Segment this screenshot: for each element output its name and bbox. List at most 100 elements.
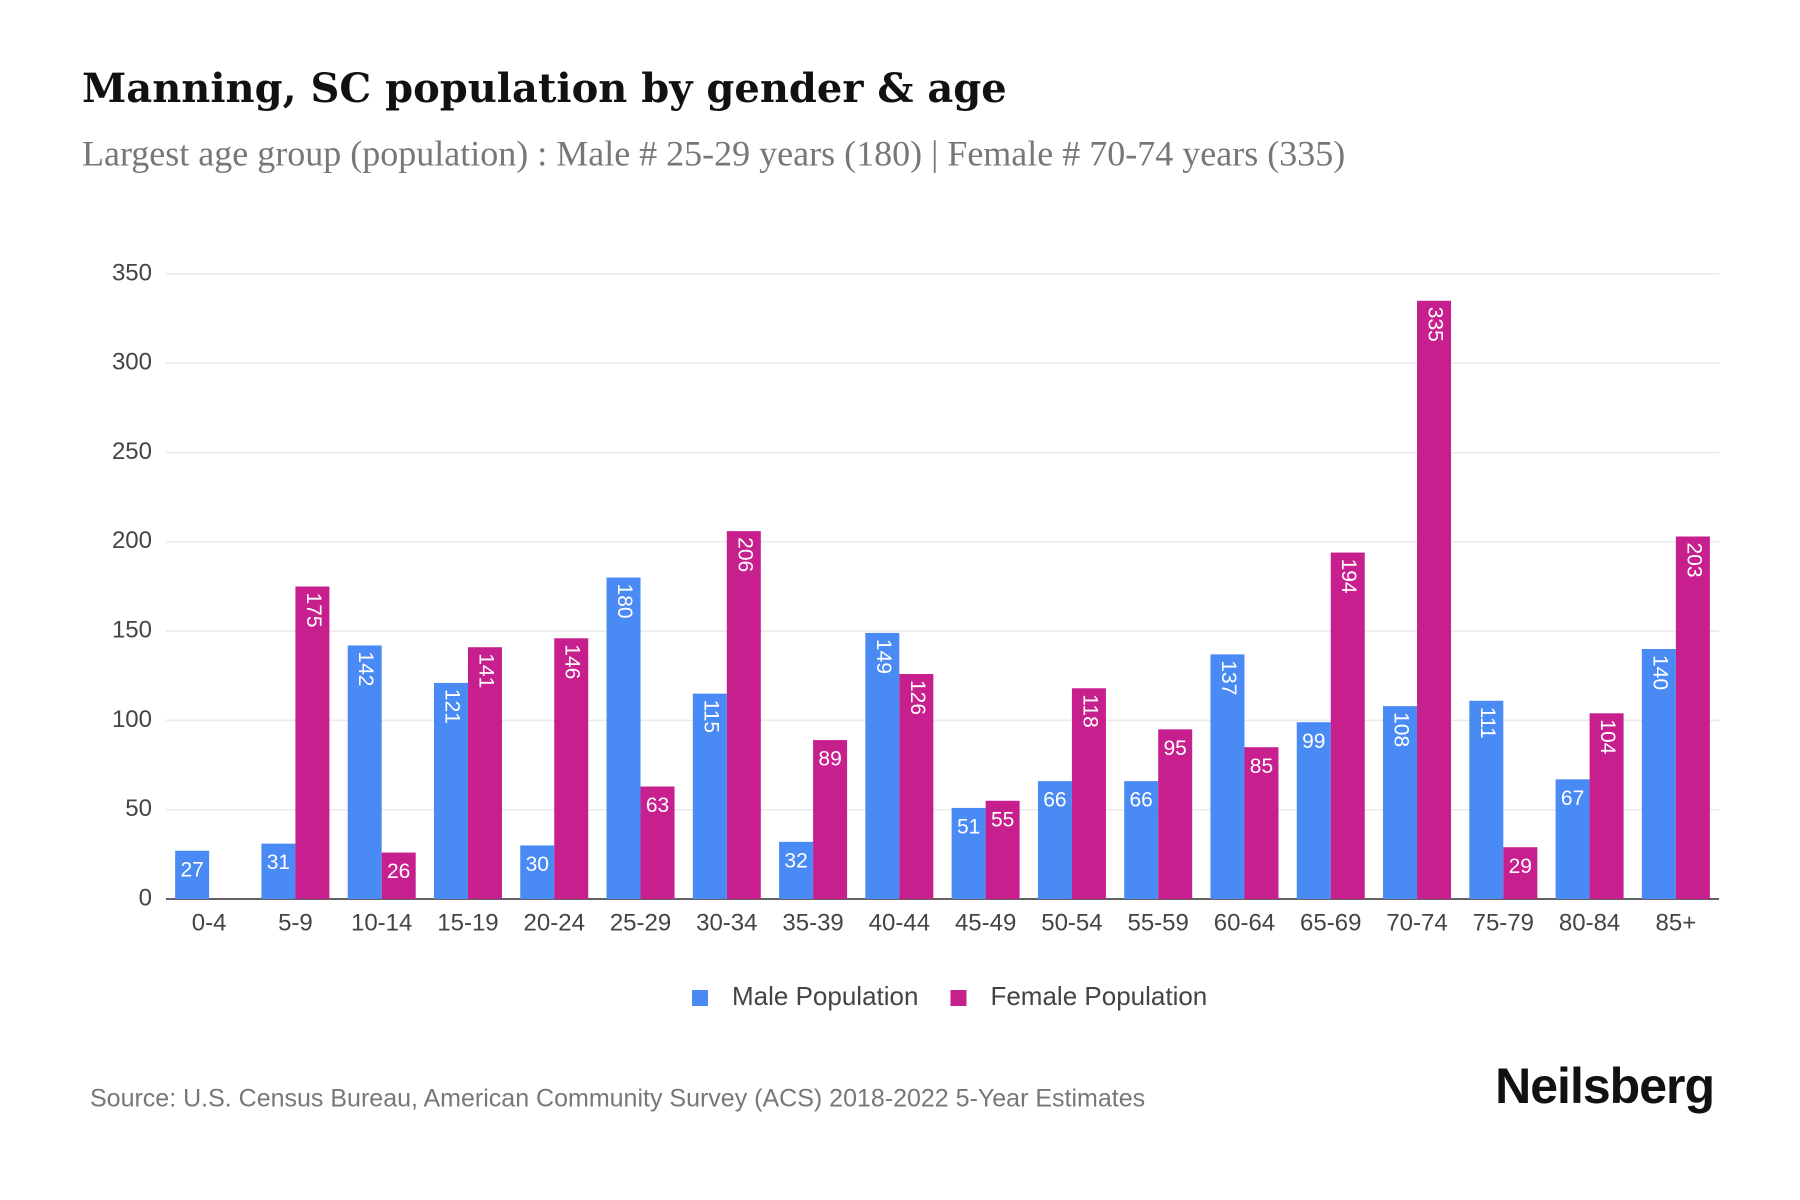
x-tick-label: 70-74 [1386,909,1447,936]
value-label: 27 [180,858,203,881]
value-label: 335 [1423,307,1446,342]
value-label: 95 [1164,737,1187,760]
bar [1555,779,1590,899]
source-note: Source: U.S. Census Bureau, American Com… [90,1085,1145,1113]
value-label: 146 [561,644,584,679]
legend-swatch [950,990,967,1006]
bar [1296,722,1331,899]
bar [520,845,555,899]
value-label: 85 [1250,755,1273,778]
value-label: 126 [906,680,929,715]
value-label: 140 [1648,655,1671,690]
x-tick-label: 15-19 [437,909,498,936]
value-label: 66 [1043,789,1066,812]
bar [692,693,727,899]
value-label: 30 [526,853,549,876]
bar [726,531,761,899]
x-tick-label: 65-69 [1300,909,1361,936]
x-tick-label: 45-49 [955,909,1016,936]
bar [295,586,330,899]
y-tick-label: 300 [112,349,152,376]
chart-title: Manning, SC population by gender & age [82,65,1007,112]
y-tick-label: 250 [112,438,152,465]
y-tick-label: 150 [112,616,152,643]
value-label: 26 [387,860,410,883]
value-label: 32 [784,849,807,872]
bar [381,852,416,899]
legend-label: Male Population [732,981,918,1011]
bar [1330,552,1365,899]
y-tick-label: 50 [125,795,152,822]
value-label: 149 [872,639,895,674]
x-tick-label: 35-39 [782,909,843,936]
brand-logo: Neilsberg [1495,1058,1714,1114]
value-label: 203 [1682,543,1705,578]
bar [1124,781,1159,899]
bar [1383,706,1418,899]
bar [813,740,848,899]
bar [1037,781,1072,899]
value-label: 115 [699,700,722,733]
value-label: 89 [818,748,841,771]
bar [1675,536,1710,899]
value-label: 141 [474,653,497,688]
bar [865,632,900,899]
value-label: 180 [613,584,636,619]
value-label: 175 [302,593,325,628]
legend-label: Female Population [990,981,1207,1011]
value-label: 142 [354,651,377,686]
value-label: 104 [1596,719,1619,754]
value-label: 31 [267,851,290,874]
bar [1503,847,1538,899]
bar [1244,747,1279,899]
y-tick-label: 350 [112,259,152,286]
value-label: 55 [991,808,1014,831]
value-label: 137 [1217,660,1240,695]
value-label: 67 [1561,787,1584,810]
x-tick-label: 50-54 [1041,909,1102,936]
value-label: 99 [1302,730,1325,753]
bar [1210,654,1245,899]
bar [467,647,502,899]
value-label: 108 [1389,712,1412,747]
value-label: 51 [957,815,980,838]
value-label: 111 [1476,707,1499,739]
x-tick-label: 85+ [1656,909,1697,936]
x-tick-label: 10-14 [351,909,412,936]
bar [1158,729,1193,899]
bar [779,841,814,899]
bar [433,682,468,899]
bar [606,577,641,899]
bar [175,850,210,899]
bar [640,786,675,899]
bar [554,638,589,899]
value-label: 206 [733,537,756,572]
x-tick-label: 60-64 [1214,909,1275,936]
value-label: 121 [440,689,463,724]
x-tick-label: 20-24 [524,909,585,936]
bar [1417,300,1452,899]
bar [899,674,934,899]
y-tick-label: 0 [139,884,152,911]
y-tick-label: 100 [112,706,152,733]
x-tick-label: 55-59 [1127,909,1188,936]
bar [1589,713,1624,899]
value-label: 29 [1509,855,1532,878]
x-tick-label: 0-4 [192,909,227,936]
bar [951,807,986,899]
x-tick-label: 80-84 [1559,909,1620,936]
x-tick-label: 40-44 [869,909,930,936]
value-label: 63 [646,794,669,817]
bar [1641,649,1676,899]
x-tick-label: 75-79 [1473,909,1534,936]
value-label: 118 [1078,694,1101,727]
value-label: 66 [1130,789,1153,812]
chart-subtitle: Largest age group (population) : Male # … [82,133,1345,173]
x-tick-label: 5-9 [278,909,313,936]
legend-swatch [692,990,708,1006]
bar [1469,700,1504,899]
value-label: 194 [1337,559,1360,594]
bar [347,645,382,899]
x-tick-label: 30-34 [696,909,757,936]
